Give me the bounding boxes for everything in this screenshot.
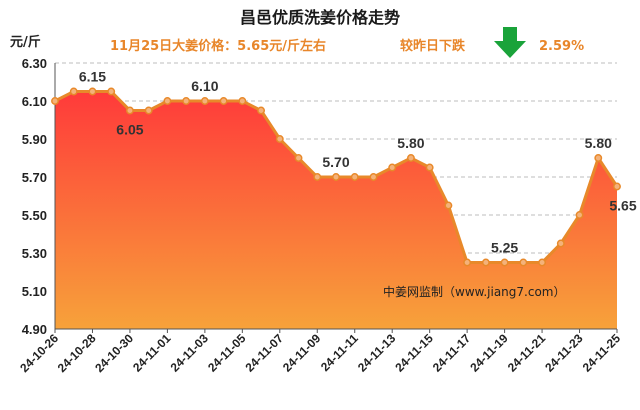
data-point xyxy=(613,182,621,191)
data-label: 5.80 xyxy=(585,135,612,151)
x-tick-label: 24-11-25 xyxy=(580,331,624,375)
data-point xyxy=(481,258,490,267)
data-label: 5.80 xyxy=(397,135,424,151)
data-point xyxy=(107,87,116,96)
data-point xyxy=(538,258,547,267)
y-tick-label: 5.70 xyxy=(22,170,47,185)
x-tick-label: 24-10-26 xyxy=(17,331,61,375)
x-tick-label: 24-11-05 xyxy=(205,331,249,375)
data-label: 5.70 xyxy=(322,154,349,170)
area-fill xyxy=(55,91,617,329)
data-point xyxy=(88,87,97,96)
data-points xyxy=(51,87,621,267)
data-point xyxy=(219,97,228,105)
x-tick-label: 24-11-23 xyxy=(542,331,586,375)
data-point xyxy=(163,97,172,105)
x-tick-label: 24-11-21 xyxy=(505,331,549,375)
x-tick-label: 24-11-13 xyxy=(355,331,399,375)
data-labels: 6.15 6.05 6.10 5.70 5.80 5.25 5.80 5.65 xyxy=(79,69,637,256)
data-point xyxy=(369,173,378,181)
data-point xyxy=(182,97,191,105)
y-tick-labels: 6.30 6.10 5.90 5.70 5.50 5.30 5.10 4.90 xyxy=(22,56,47,337)
axes xyxy=(54,63,618,333)
y-axis-unit: 元/斤 xyxy=(10,34,41,50)
data-point xyxy=(51,97,59,105)
data-point xyxy=(238,97,247,105)
data-label: 5.25 xyxy=(491,240,518,256)
watermark: 中姜网监制（www.jiang7.com） xyxy=(383,284,565,299)
data-label: 6.05 xyxy=(116,122,143,138)
data-point xyxy=(388,163,397,172)
y-tick-label: 5.30 xyxy=(22,246,47,261)
chart-title: 昌邑优质洗姜价格走势 xyxy=(240,8,400,27)
x-tick-label: 24-11-19 xyxy=(467,331,511,375)
data-point xyxy=(500,258,509,267)
data-point xyxy=(519,258,528,267)
data-point xyxy=(575,211,584,219)
down-arrow-icon xyxy=(494,27,526,58)
x-tick-label: 24-10-30 xyxy=(92,331,136,375)
y-tick-label: 6.30 xyxy=(22,56,47,71)
x-tick-labels: 24-10-2624-10-2824-10-3024-11-0124-11-03… xyxy=(17,331,623,375)
price-note: 11月25日大姜价格：5.65元/斤左右 xyxy=(110,38,326,54)
data-point xyxy=(294,154,303,162)
data-point xyxy=(69,87,78,96)
x-tick-label: 24-11-15 xyxy=(392,331,436,375)
data-point xyxy=(313,173,322,181)
change-value: 2.59% xyxy=(539,39,584,54)
data-point xyxy=(332,173,340,181)
data-point xyxy=(594,154,603,162)
y-tick-label: 4.90 xyxy=(22,322,47,337)
data-point xyxy=(406,154,415,162)
change-label: 较昨日下跌 xyxy=(400,38,466,54)
data-point xyxy=(200,97,209,105)
x-tick-label: 24-11-11 xyxy=(318,331,361,374)
data-point xyxy=(556,239,565,248)
data-point xyxy=(125,106,134,115)
x-tick-label: 24-11-03 xyxy=(168,331,212,375)
x-tick-label: 24-11-09 xyxy=(280,331,324,375)
data-point xyxy=(275,135,284,143)
data-point xyxy=(444,201,453,210)
data-label: 6.10 xyxy=(191,78,218,94)
y-tick-label: 5.10 xyxy=(22,284,47,299)
data-label: 6.15 xyxy=(79,69,106,85)
data-point xyxy=(144,106,153,115)
y-tick-label: 6.10 xyxy=(22,94,47,109)
data-point xyxy=(257,106,266,115)
data-label: 5.65 xyxy=(609,198,636,214)
data-point xyxy=(463,258,472,267)
x-tick-label: 24-10-28 xyxy=(55,331,99,375)
data-point xyxy=(425,163,434,172)
data-point xyxy=(350,173,359,181)
x-tick-label: 24-11-01 xyxy=(130,331,174,375)
x-tick-label: 24-11-07 xyxy=(243,331,287,375)
y-tick-label: 5.50 xyxy=(22,208,47,223)
x-tick-label: 24-11-17 xyxy=(430,331,474,375)
y-tick-label: 5.90 xyxy=(22,132,47,147)
